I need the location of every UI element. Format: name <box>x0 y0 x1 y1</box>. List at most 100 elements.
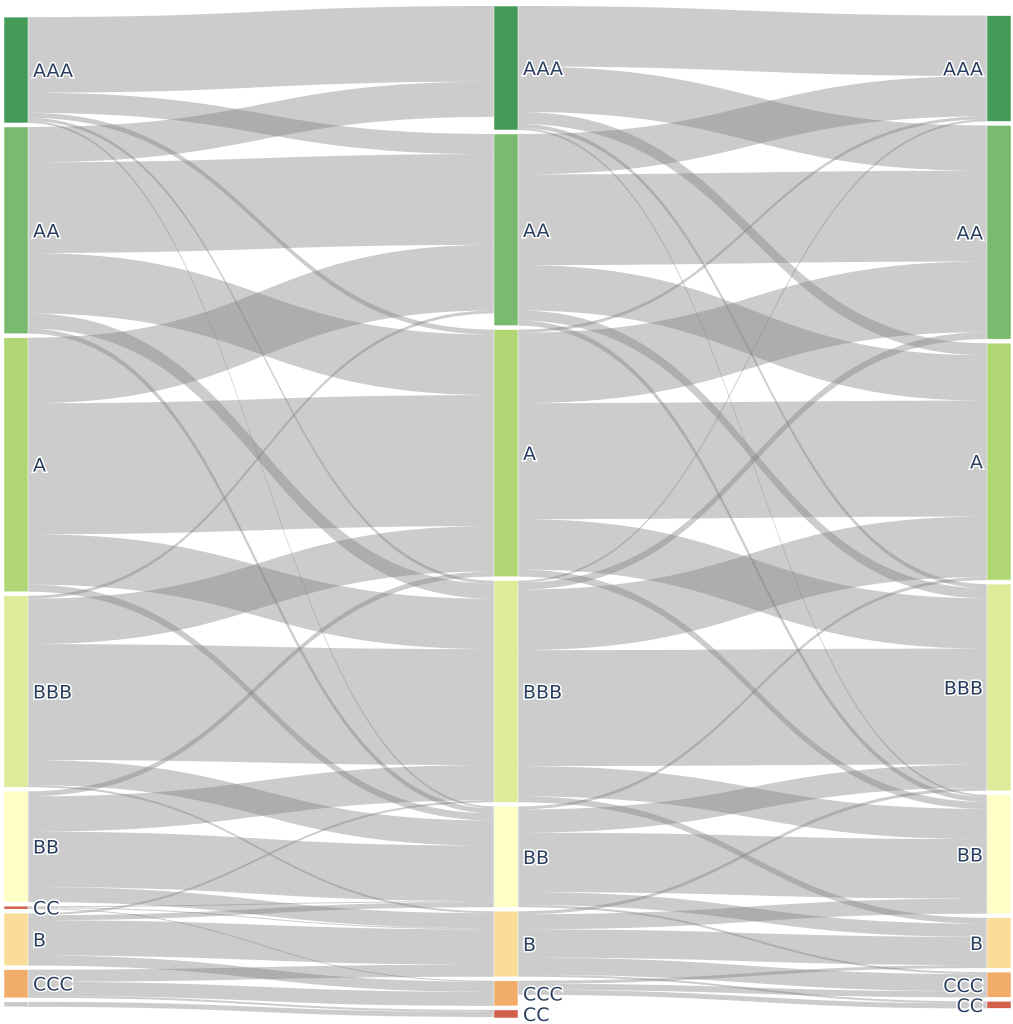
node-col0-b[interactable] <box>3 912 29 966</box>
link-0-bbb-to-a[interactable] <box>28 526 494 645</box>
node-label-col2-cc: CC <box>956 995 983 1017</box>
link-0-aa-to-bb[interactable] <box>28 328 494 814</box>
node-col2-aaa[interactable] <box>986 15 1012 122</box>
link-0-ccc-to-ccc[interactable] <box>28 981 494 1006</box>
node-label-col2-aaa: AAA <box>943 59 983 81</box>
link-0-b-to-b[interactable] <box>28 920 494 965</box>
node-col2-bb[interactable] <box>986 794 1012 914</box>
link-1-aaa-to-bb[interactable] <box>518 127 987 797</box>
link-0-ccc-to-cc[interactable] <box>28 995 494 1012</box>
link-1-ccc-to-b[interactable] <box>518 965 987 984</box>
link-0-bb-to-bbb[interactable] <box>28 765 494 832</box>
node-col0-ccc[interactable] <box>3 969 29 999</box>
link-1-aa-to-aa[interactable] <box>518 170 987 266</box>
node-col0-bbb[interactable] <box>3 595 29 788</box>
node-col1-bb[interactable] <box>493 806 519 908</box>
link-0-aa-to-aaa[interactable] <box>28 81 494 163</box>
node-col1-ccc[interactable] <box>493 980 519 1007</box>
link-0-aa-to-a[interactable] <box>28 252 494 396</box>
node-col0-bb[interactable] <box>3 791 29 903</box>
link-0-bb-to-bb[interactable] <box>28 831 494 902</box>
node-col1-aa[interactable] <box>493 133 519 326</box>
link-1-aa-to-bbb[interactable] <box>518 310 987 599</box>
link-0-bbb-to-bb[interactable] <box>28 760 494 846</box>
link-0-aaa-to-bb[interactable] <box>28 120 494 809</box>
node-col0-aaa[interactable] <box>3 16 29 124</box>
link-1-aaa-to-aa[interactable] <box>518 66 987 171</box>
link-0-b-to-bb[interactable] <box>28 902 494 921</box>
link-1-b-to-ccc[interactable] <box>518 957 987 992</box>
link-1-bbb-to-bbb[interactable] <box>518 648 987 767</box>
link-1-a-to-bbb[interactable] <box>518 519 987 649</box>
link-0-aa-to-aa[interactable] <box>28 154 494 253</box>
link-0-cc-to-b[interactable] <box>28 907 494 930</box>
link-1-a-to-aaa[interactable] <box>518 116 987 333</box>
node-col1-cc[interactable] <box>493 1009 519 1019</box>
link-1-a-to-a[interactable] <box>518 400 987 520</box>
link-1-b-to-bbb[interactable] <box>518 787 987 915</box>
node-col1-a[interactable] <box>493 329 519 577</box>
link-0-b-to-ccc[interactable] <box>28 955 494 992</box>
link-1-bbb-to-aaa[interactable] <box>518 119 987 583</box>
node-col0-a[interactable] <box>3 337 29 592</box>
link-0-a-to-bbb[interactable] <box>28 534 494 650</box>
link-0-d-to-cc[interactable] <box>28 1001 494 1017</box>
link-0-ccc-to-b[interactable] <box>28 964 494 982</box>
link-1-aa-to-a[interactable] <box>518 265 987 401</box>
link-0-aaa-to-aa[interactable] <box>28 92 494 155</box>
node-col2-ccc[interactable] <box>986 971 1012 998</box>
node-col2-a[interactable] <box>986 342 1012 581</box>
link-0-bb-to-b[interactable] <box>28 887 494 929</box>
node-col2-cc[interactable] <box>986 1001 1012 1009</box>
node-label-col0-bb: BB <box>33 837 59 859</box>
link-1-aaa-to-aaa[interactable] <box>518 6 987 77</box>
link-1-bbb-to-aa[interactable] <box>518 332 987 590</box>
link-1-bb-to-a[interactable] <box>518 577 987 810</box>
link-1-ccc-to-cc[interactable] <box>518 989 987 1009</box>
link-1-aa-to-aaa[interactable] <box>518 76 987 175</box>
node-col1-b[interactable] <box>493 910 519 977</box>
link-1-a-to-aa[interactable] <box>518 261 987 404</box>
node-col1-aaa[interactable] <box>493 5 519 131</box>
link-1-bb-to-ccc[interactable] <box>518 905 987 975</box>
link-1-b-to-cc[interactable] <box>518 974 987 1004</box>
link-0-aaa-to-aaa[interactable] <box>28 6 494 93</box>
node-label-col0-aa: AA <box>33 220 60 242</box>
node-col0-aa[interactable] <box>3 126 29 334</box>
node-label-col2-a: A <box>970 452 983 474</box>
link-1-bb-to-bbb[interactable] <box>518 764 987 833</box>
link-0-cc-to-bb[interactable] <box>28 901 494 908</box>
link-1-b-to-bb[interactable] <box>518 898 987 930</box>
link-0-bbb-to-bbb[interactable] <box>28 644 494 766</box>
link-0-a-to-bb[interactable] <box>28 584 494 821</box>
link-0-bbb-to-b[interactable] <box>28 785 494 914</box>
link-0-cc-to-ccc[interactable] <box>28 908 494 982</box>
link-1-aaa-to-a[interactable] <box>518 111 987 356</box>
link-0-aaa-to-a[interactable] <box>28 112 494 335</box>
node-col0-d[interactable] <box>3 1001 29 1008</box>
link-1-b-to-b[interactable] <box>518 929 987 966</box>
link-1-aa-to-bb[interactable] <box>518 320 987 802</box>
node-col2-b[interactable] <box>986 917 1012 969</box>
link-1-aaa-to-bbb[interactable] <box>518 123 987 589</box>
link-1-bb-to-b[interactable] <box>518 892 987 937</box>
link-0-bbb-to-aa[interactable] <box>28 310 494 599</box>
node-col2-bbb[interactable] <box>986 583 1012 792</box>
node-col0-cc[interactable] <box>3 905 29 910</box>
link-0-bb-to-a[interactable] <box>28 571 494 797</box>
link-0-aaa-to-bbb[interactable] <box>28 117 494 584</box>
link-1-bbb-to-bb[interactable] <box>518 766 987 840</box>
node-col2-aa[interactable] <box>986 125 1012 340</box>
link-1-bbb-to-a[interactable] <box>518 516 987 651</box>
link-0-a-to-aa[interactable] <box>28 244 494 404</box>
node-label-col1-bb: BB <box>523 847 549 869</box>
link-0-b-to-bbb[interactable] <box>28 800 494 916</box>
link-1-bbb-to-b[interactable] <box>518 796 987 924</box>
link-0-a-to-a[interactable] <box>28 395 494 535</box>
node-label-col2-bbb: BBB <box>944 677 983 699</box>
link-1-bb-to-bb[interactable] <box>518 832 987 899</box>
link-1-ccc-to-ccc[interactable] <box>518 983 987 998</box>
node-col1-bbb[interactable] <box>493 580 519 803</box>
link-1-a-to-bb[interactable] <box>518 569 987 809</box>
link-0-aa-to-bbb[interactable] <box>28 313 494 599</box>
